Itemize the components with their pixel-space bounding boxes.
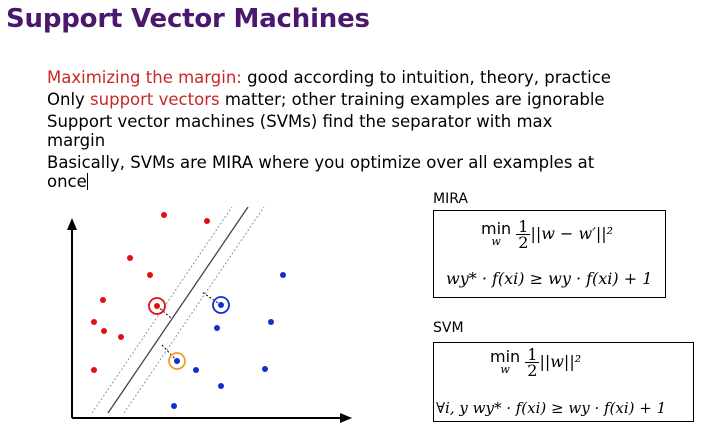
margin-line-left <box>91 206 233 414</box>
data-point-red <box>127 255 133 261</box>
data-point-red <box>91 367 97 373</box>
min-text: min <box>490 346 521 366</box>
support-vector-red <box>154 303 160 309</box>
mira-label: MIRA <box>433 191 468 207</box>
decision-boundary <box>107 206 249 414</box>
support-vector-blue <box>174 358 180 364</box>
svm-label: SVM <box>433 320 464 336</box>
mira-objective: min w 1 2 ||w − w′||² <box>481 217 614 252</box>
min-operator: min w <box>490 346 521 376</box>
data-point-blue <box>171 403 177 409</box>
bullet-highlight: support vectors <box>90 90 220 109</box>
fraction-numerator: 1 <box>525 345 540 364</box>
support-vector-ring-red <box>148 297 166 315</box>
support-vector-blue <box>218 302 224 308</box>
objective-expression: ||w||² <box>539 352 582 371</box>
data-point-red <box>118 334 124 340</box>
svm-constraint: ∀i, y wy* · f(xi) ≥ wy · f(xi) + 1 <box>436 399 667 417</box>
data-point-red <box>147 272 153 278</box>
x-axis-arrow-icon <box>340 413 352 423</box>
data-point-red <box>204 218 210 224</box>
fraction-denominator: 2 <box>518 233 529 252</box>
data-point-blue <box>268 319 274 325</box>
data-point-blue <box>214 325 220 331</box>
mira-constraint: wy* · f(xi) ≥ wy · f(xi) + 1 <box>446 269 653 288</box>
data-point-red <box>161 212 167 218</box>
min-subscript: w <box>491 234 501 248</box>
min-subscript: w <box>500 362 510 376</box>
margin-distance-marker <box>156 305 172 319</box>
bullet-svm-definition: Support vector machines (SVMs) find the … <box>47 112 567 150</box>
data-point-blue <box>262 366 268 372</box>
data-point-red <box>91 319 97 325</box>
y-axis-arrow-icon <box>67 218 77 230</box>
bullet-text: Support vector machines (SVMs) find the … <box>47 112 553 150</box>
bullet-text: matter; other training examples are igno… <box>219 90 605 109</box>
bullet-text: Basically, SVMs are MIRA where you optim… <box>47 153 595 191</box>
min-operator: min w <box>481 218 512 248</box>
data-point-blue <box>280 272 286 278</box>
margin-distance-marker <box>201 291 222 306</box>
slide-title: Support Vector Machines <box>6 4 370 34</box>
bullet-svm-mira[interactable]: Basically, SVMs are MIRA where you optim… <box>47 153 607 191</box>
mira-formula-box: min w 1 2 ||w − w′||² wy* · f(xi) ≥ wy · f(… <box>433 210 666 298</box>
data-point-blue <box>193 367 199 373</box>
objective-expression: ||w − w′||² <box>530 224 614 243</box>
class-blue-points <box>171 272 286 409</box>
bullet-list: Maximizing the margin: good according to… <box>47 68 637 194</box>
fraction-numerator: 1 <box>516 217 531 236</box>
support-vector-ring-orange <box>168 352 186 370</box>
fraction-denominator: 2 <box>527 361 538 380</box>
support-vector-ring-blue <box>212 296 230 314</box>
bullet-highlight: Maximizing the margin: <box>47 68 242 87</box>
margin-line-right <box>123 206 265 414</box>
data-point-blue <box>218 383 224 389</box>
class-red-points <box>91 212 210 373</box>
bullet-support-vectors: Only support vectors matter; other train… <box>47 90 637 109</box>
bullet-text: Only <box>47 90 91 109</box>
svm-formula-box: min w 1 2 ||w||² ∀i, y wy* · f(xi) ≥ wy · f… <box>433 342 694 422</box>
bullet-margin: Maximizing the margin: good according to… <box>47 68 637 87</box>
text-cursor <box>86 173 88 190</box>
data-point-red <box>100 297 106 303</box>
bullet-text: good according to intuition, theory, pra… <box>241 68 611 87</box>
data-point-red <box>101 328 107 334</box>
svm-objective: min w 1 2 ||w||² <box>490 345 582 380</box>
min-text: min <box>481 218 512 238</box>
